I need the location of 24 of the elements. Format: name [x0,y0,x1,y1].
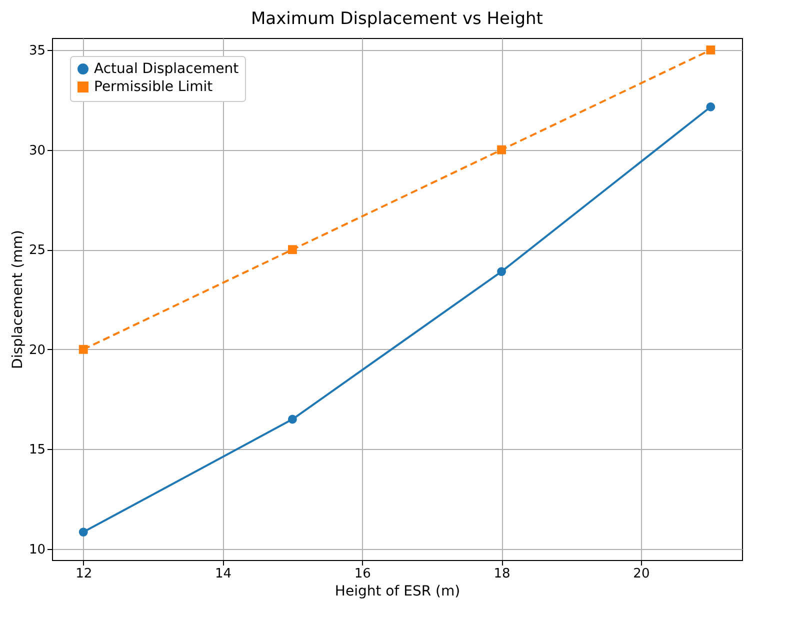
y-tick-label: 30 [28,143,46,158]
x-tick-label: 18 [494,566,510,582]
y-tick-label: 25 [28,243,46,258]
point [288,245,297,254]
point [706,46,716,54]
y-tick-label: 20 [28,342,46,358]
y-tick-label: 15 [28,442,46,458]
y-axis-title: Displacement (mm) [10,230,26,369]
point [288,414,297,424]
legend-label: Permissible Limit [94,79,214,95]
x-axis-title: Height of ESR (m) [334,584,460,600]
y-tick-label: 35 [28,43,46,58]
x-tick-label: 20 [633,566,650,582]
point [497,267,506,276]
y-tick-label: 10 [28,542,46,558]
x-tick-label: 14 [214,566,232,582]
legend-label: Actual Displacement [94,61,240,77]
point [497,145,506,154]
x-tick-label: 16 [354,566,371,582]
point [78,344,88,354]
x-tick-label: 12 [76,566,92,582]
point [78,528,88,537]
chart-title: Maximum Displacement vs Height [251,9,544,29]
point [706,102,716,112]
